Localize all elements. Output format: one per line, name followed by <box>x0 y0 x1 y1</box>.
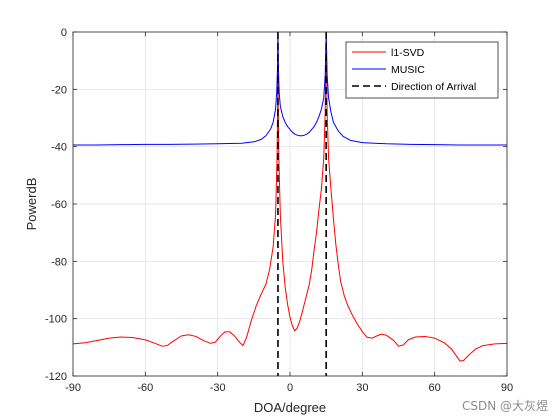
series-layer <box>72 31 508 376</box>
x-tick-label: -60 <box>137 382 153 394</box>
watermark: CSDN @大灰煜 <box>461 399 548 413</box>
y-axis-label: PowerdB <box>24 178 39 231</box>
legend-label-0: l1-SVD <box>391 47 425 59</box>
legend-label-2: Direction of Arrival <box>391 81 476 93</box>
x-tick-label: 60 <box>429 382 441 394</box>
x-tick-label: 90 <box>501 382 513 394</box>
y-tick-label: 0 <box>61 27 67 39</box>
x-tick-label: 30 <box>356 382 368 394</box>
x-tick-label: 0 <box>287 382 293 394</box>
y-tick-label: -40 <box>51 142 67 154</box>
x-axis-label: DOA/degree <box>254 400 326 415</box>
x-tick-label: -90 <box>65 382 81 394</box>
x-tick-label: -30 <box>210 382 226 394</box>
legend-box <box>345 41 499 99</box>
tick-labels: -90 -60 -30 0 30 60 90 0 -20 -40 -60 -80 -100 -120 <box>45 27 513 394</box>
y-tick-label: -120 <box>45 371 67 383</box>
y-tick-label: -60 <box>51 199 67 211</box>
y-tick-label: -80 <box>51 256 67 268</box>
series-line-0 <box>72 31 508 362</box>
series-line-1 <box>73 31 507 146</box>
ticks <box>72 31 508 377</box>
y-tick-label: -100 <box>45 314 67 326</box>
legend: l1-SVD MUSIC Direction of Arrival <box>345 41 499 99</box>
y-tick-label: -20 <box>51 84 67 96</box>
legend-label-1: MUSIC <box>391 64 425 76</box>
